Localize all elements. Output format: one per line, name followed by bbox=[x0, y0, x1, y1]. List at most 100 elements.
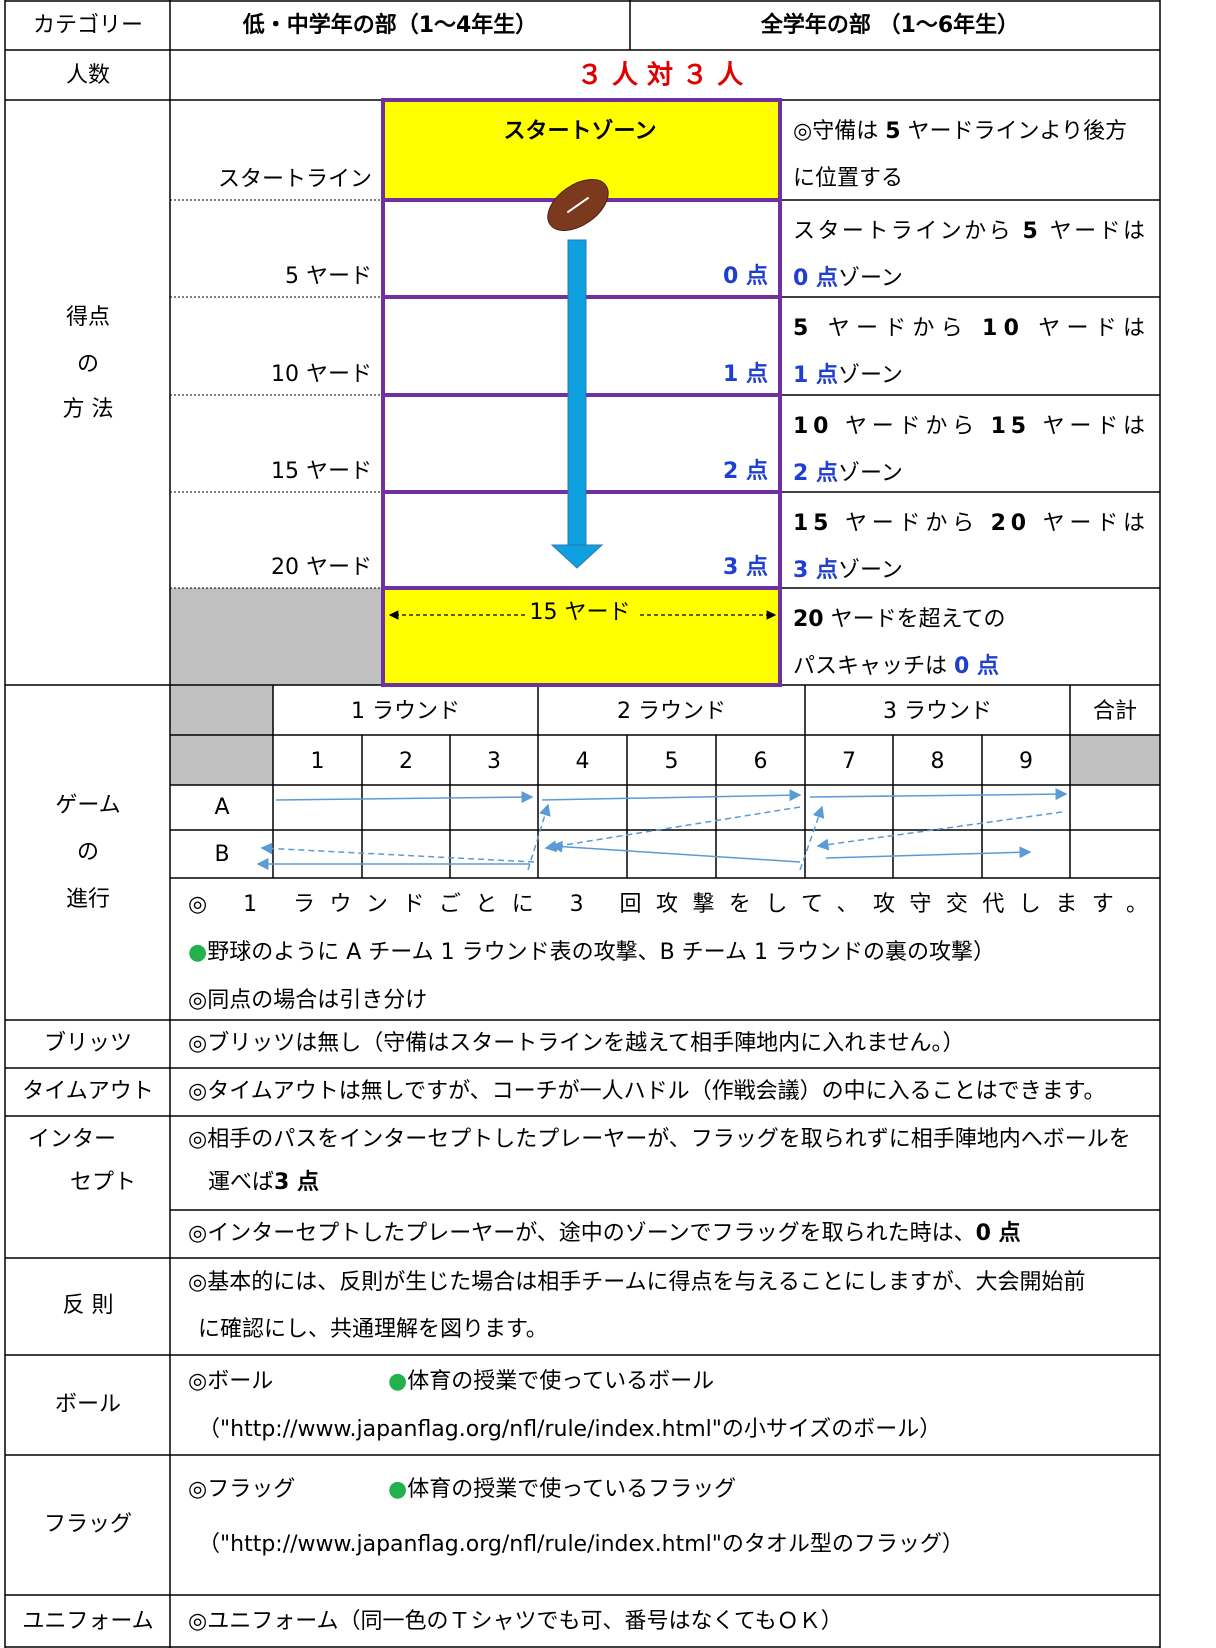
row-label: ユニフォーム bbox=[22, 1609, 153, 1634]
text-segment: スタートラインから bbox=[793, 219, 1020, 244]
players-value: ３ 人 対 ３ 人 bbox=[577, 61, 743, 91]
text-line: 3 点ゾーン bbox=[793, 557, 903, 583]
team: A bbox=[214, 795, 229, 820]
text-line: ◎基本的には、反則が生じた場合は相手チームに得点を与えることにしますが、大会開始… bbox=[188, 1270, 1085, 1295]
text-line: ◎守備は 5 ヤードラインより後方 bbox=[793, 119, 1127, 144]
inning: 5 bbox=[665, 749, 679, 774]
text-line: ◎ボール ●体育の授業で使っているボール bbox=[188, 1369, 714, 1394]
text-line: ◎相手のパスをインターセプトしたプレーヤーが、フラッグを取られずに相手陣地内へボ… bbox=[188, 1127, 1131, 1152]
text-segment: ◎守備は bbox=[793, 119, 885, 144]
text-segment: ヤードは bbox=[1031, 414, 1145, 439]
text-line: ◎ユニフォーム（同一色のＴシャツでも可、番号はなくてもＯＫ） bbox=[188, 1609, 843, 1634]
players-label: 人数 bbox=[66, 63, 110, 88]
yard-line: 10 ヤード bbox=[271, 362, 372, 387]
text-segment: 野球のように A チーム 1 ラウンド表の攻撃、B チーム 1 ラウンドの裏の攻… bbox=[207, 940, 995, 965]
text-line: ◎インターセプトしたプレーヤーが、途中のゾーンでフラッグを取られた時は、0 点 bbox=[188, 1220, 1021, 1246]
text-line: に位置する bbox=[793, 166, 903, 191]
text-segment: ◎ユニフォーム（同一色のＴシャツでも可、番号はなくてもＯＫ） bbox=[188, 1609, 843, 1634]
inning: 9 bbox=[1019, 749, 1033, 774]
yard-line: 15 ヤード bbox=[271, 459, 372, 484]
text-segment: 2 点 bbox=[793, 460, 838, 486]
text-segment: ヤードは bbox=[1040, 219, 1145, 244]
text-segment: ◎タイムアウトは無しですが、コーチが一人ハドル（作戦会議）の中に入ることはできま… bbox=[188, 1079, 1105, 1104]
text-segment: に位置する bbox=[793, 166, 903, 191]
text-line: 2 点ゾーン bbox=[793, 460, 903, 486]
inning: 8 bbox=[931, 749, 945, 774]
text-line: ◎ブリッツは無し（守備はスタートラインを越えて相手陣地内に入れません。） bbox=[188, 1031, 964, 1056]
text-segment: 体育の授業で使っているボール bbox=[407, 1369, 714, 1394]
inning: 3 bbox=[487, 749, 501, 774]
text-segment: ゾーン bbox=[838, 266, 903, 291]
text-line: （"http://www.japanflag.org/nfl/rule/inde… bbox=[198, 1417, 941, 1442]
row-label: インター bbox=[28, 1127, 116, 1152]
text-segment: （"http://www.japanflag.org/nfl/rule/inde… bbox=[198, 1532, 964, 1557]
text-segment: に確認にし、共通理解を図ります。 bbox=[198, 1317, 548, 1342]
text-line: 0 点ゾーン bbox=[793, 265, 903, 291]
row-label: セプト bbox=[70, 1170, 136, 1195]
text-segment: ◎ブリッツは無し（守備はスタートラインを越えて相手陣地内に入れません。） bbox=[188, 1031, 964, 1056]
all-grade: 全学年の部 （1～6年生） bbox=[760, 12, 1019, 38]
total-header: 合計 bbox=[1093, 699, 1137, 724]
text-line: ◎同点の場合は引き分け bbox=[188, 988, 427, 1013]
field-width: 15 ヤード bbox=[530, 600, 631, 625]
text-segment: 0 点 bbox=[976, 1220, 1021, 1246]
yard-line: 20 ヤード bbox=[271, 555, 372, 580]
row-label: ゲーム bbox=[55, 793, 120, 818]
row-label: ブリッツ bbox=[44, 1031, 132, 1056]
text-segment: ● bbox=[188, 940, 207, 965]
text-segment: ◎フラッグ bbox=[188, 1477, 295, 1502]
text-segment: ゾーン bbox=[838, 558, 903, 583]
row-label: の bbox=[77, 840, 99, 865]
row-label: 反 則 bbox=[63, 1293, 114, 1318]
zone-points: 3 点 bbox=[723, 554, 768, 580]
text-segment: ◎同点の場合は引き分け bbox=[188, 988, 427, 1013]
text-segment: ヤードは bbox=[1025, 316, 1145, 341]
text-segment: ヤードから bbox=[833, 511, 986, 536]
row-label: 得点 bbox=[66, 305, 110, 330]
text-segment: パスキャッチは bbox=[793, 654, 954, 679]
text-segment: ◎基本的には、反則が生じた場合は相手チームに得点を与えることにしますが、大会開始… bbox=[188, 1270, 1085, 1295]
text-segment: 15 bbox=[793, 511, 828, 536]
text-line: 10 ヤードから 15 ヤードは bbox=[793, 414, 1145, 439]
text-line: 5 ヤードから 10 ヤードは bbox=[793, 316, 1145, 341]
text-segment: 3 点 bbox=[793, 557, 838, 583]
text-line: 15 ヤードから 20 ヤードは bbox=[793, 511, 1145, 536]
text-segment: 15 bbox=[991, 414, 1026, 439]
text-segment: （"http://www.japanflag.org/nfl/rule/inde… bbox=[198, 1417, 941, 1442]
layout bbox=[4, 0, 1161, 1648]
text-line: ◎ 1 ラウンドごとに 3 回攻撃をして、攻守交代します。 bbox=[188, 892, 1148, 917]
text-segment: ゾーン bbox=[838, 363, 903, 388]
text-segment: ◎ 1 ラウンドごとに 3 回攻撃をして、攻守交代します。 bbox=[188, 892, 1148, 917]
text-segment: 10 bbox=[982, 316, 1019, 341]
text-segment: 5 bbox=[1022, 219, 1037, 244]
text-segment: ● bbox=[388, 1369, 407, 1394]
round-header: 3 ラウンド bbox=[883, 699, 992, 724]
text-segment: 10 bbox=[793, 414, 828, 439]
text-segment: 5 bbox=[793, 316, 808, 341]
team: B bbox=[214, 842, 229, 867]
text-segment: 20 bbox=[991, 511, 1026, 536]
text-line: ◎タイムアウトは無しですが、コーチが一人ハドル（作戦会議）の中に入ることはできま… bbox=[188, 1079, 1105, 1104]
text-segment: ◎ボール bbox=[188, 1369, 273, 1394]
text-line: ◎フラッグ ●体育の授業で使っているフラッグ bbox=[188, 1477, 736, 1502]
text-segment: 20 bbox=[793, 607, 824, 632]
text-line: 1 点ゾーン bbox=[793, 362, 903, 388]
text-segment: ヤードラインより後方 bbox=[901, 119, 1128, 144]
text-segment: ● bbox=[388, 1477, 407, 1502]
inning: 2 bbox=[399, 749, 413, 774]
text-segment: ヤードを超えての bbox=[824, 607, 1006, 632]
row-label: フラッグ bbox=[44, 1512, 132, 1537]
inning: 6 bbox=[754, 749, 768, 774]
yard-line: スタートライン bbox=[218, 167, 372, 192]
text-segment: ゾーン bbox=[838, 461, 903, 486]
text-line: （"http://www.japanflag.org/nfl/rule/inde… bbox=[198, 1532, 964, 1557]
inning: 7 bbox=[842, 749, 856, 774]
text-line: パスキャッチは 0 点 bbox=[793, 653, 999, 679]
text-segment: 3 点 bbox=[274, 1169, 319, 1195]
text-segment: ヤードから bbox=[815, 316, 976, 341]
text-segment: ◎相手のパスをインターセプトしたプレーヤーが、フラッグを取られずに相手陣地内へボ… bbox=[188, 1127, 1131, 1152]
text-segment: 0 点 bbox=[954, 653, 999, 679]
round-header: 1 ラウンド bbox=[351, 699, 460, 724]
text-line: 20 ヤードを超えての bbox=[793, 607, 1006, 632]
